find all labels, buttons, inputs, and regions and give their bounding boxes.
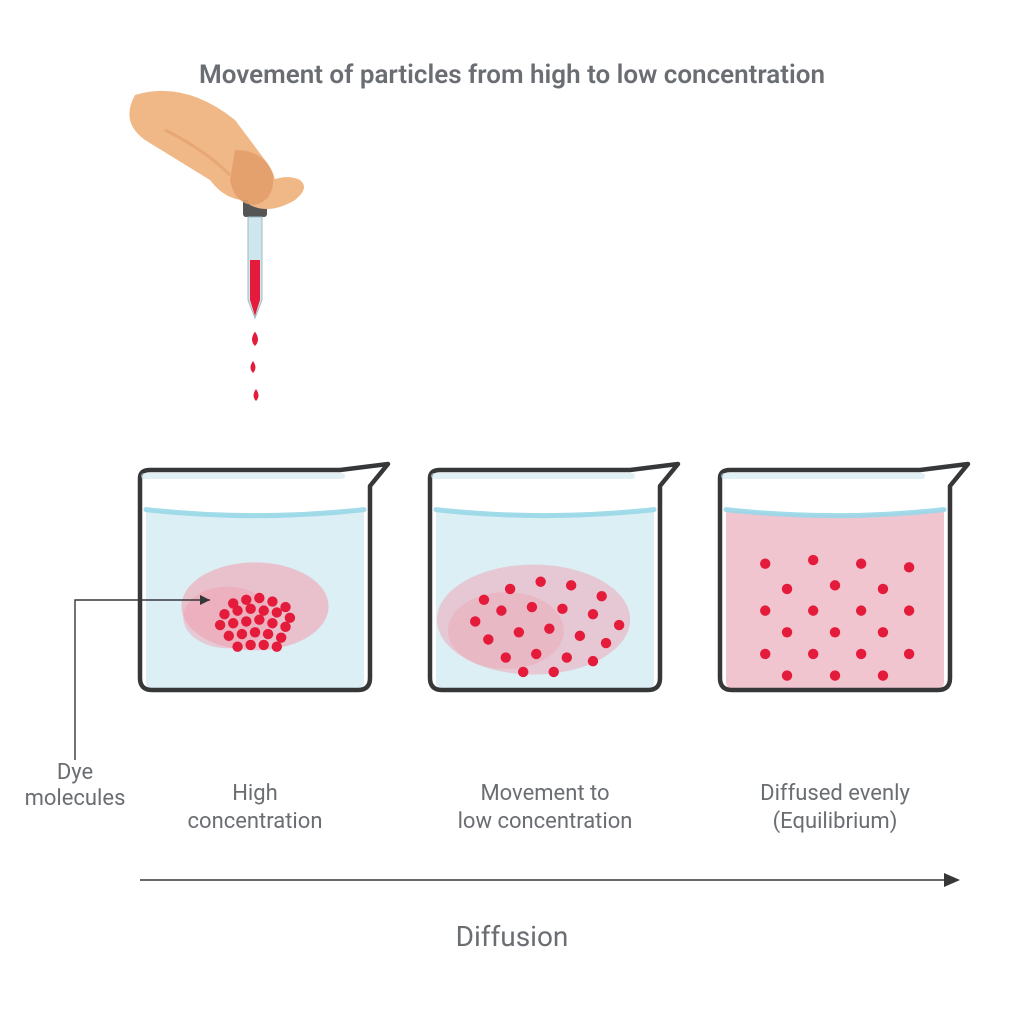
hand-dropper-icon [129, 91, 304, 401]
diffusion-axis-label: Diffusion [0, 920, 1024, 953]
beaker-3-caption: Diffused evenly(Equilibrium) [705, 780, 965, 835]
beaker-1 [140, 464, 388, 690]
diffusion-diagram [0, 0, 1024, 1024]
beaker-3 [720, 464, 968, 690]
beaker-1-caption: Highconcentration [125, 780, 385, 835]
diffusion-arrow [140, 873, 960, 887]
dye-molecules-label: Dyemolecules [20, 760, 130, 813]
beaker-2 [430, 464, 678, 690]
beaker-2-caption: Movement tolow concentration [415, 780, 675, 835]
beakers-group [140, 464, 968, 690]
